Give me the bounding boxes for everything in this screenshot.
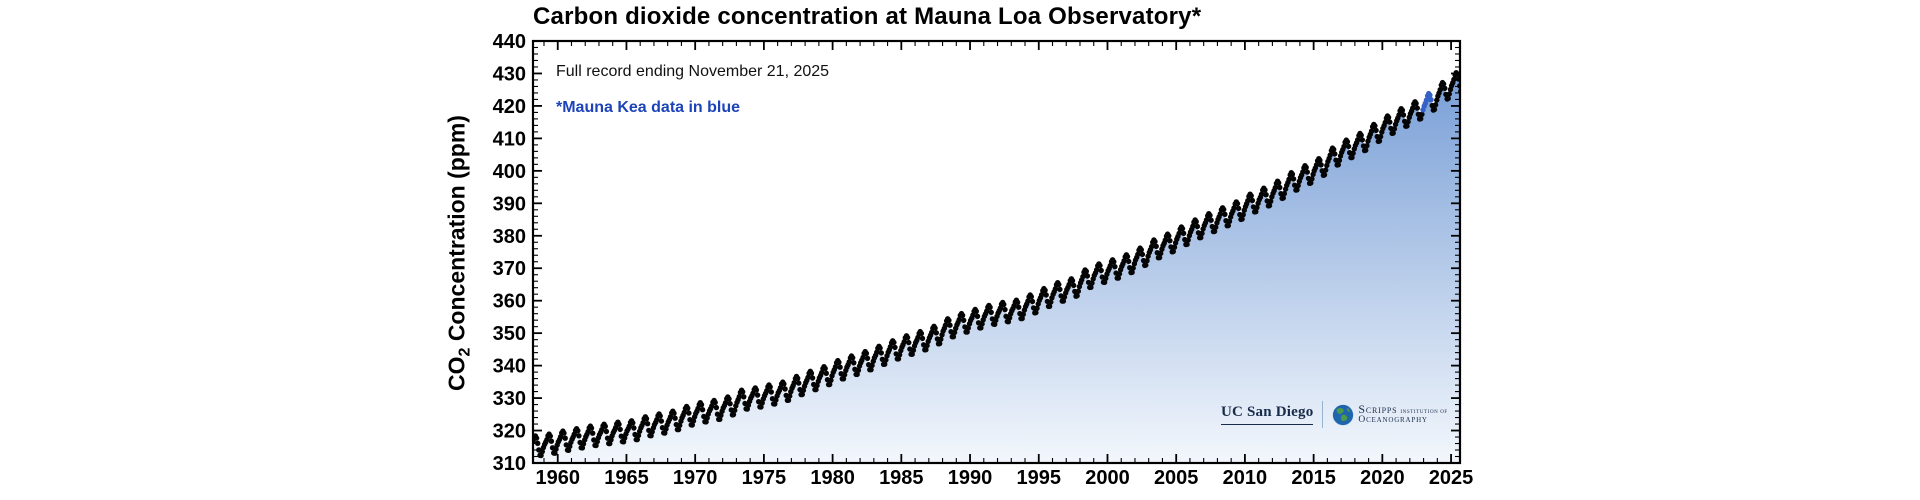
axis-tick-labels: 1960 1965 1970 1975 1980 1985 1990 1995 2000 2005… bbox=[493, 31, 1474, 489]
ucsd-wordmark: UC San Diego bbox=[1221, 404, 1314, 425]
x-tick-label: 1990 bbox=[948, 467, 993, 489]
y-tick-label: 330 bbox=[493, 388, 526, 410]
x-tick-label: 1965 bbox=[604, 467, 649, 489]
x-tick-label: 2000 bbox=[1085, 467, 1130, 489]
y-tick-label: 360 bbox=[493, 291, 526, 313]
globe-icon bbox=[1332, 403, 1355, 426]
x-tick-label: 2005 bbox=[1154, 467, 1199, 489]
y-tick-label: 380 bbox=[493, 226, 526, 248]
y-tick-label: 370 bbox=[493, 258, 526, 280]
x-tick-label: 1980 bbox=[810, 467, 855, 489]
x-tick-label: 2025 bbox=[1429, 467, 1474, 489]
y-tick-label: 390 bbox=[493, 193, 526, 215]
mauna-kea-note: *Mauna Kea data in blue bbox=[556, 99, 741, 116]
co2-area-fill bbox=[533, 72, 1460, 463]
axes-frame-and-ticks bbox=[531, 39, 1462, 465]
x-tick-label: 2010 bbox=[1223, 467, 1268, 489]
y-tick-label: 420 bbox=[493, 96, 526, 118]
x-tick-label: 2015 bbox=[1291, 467, 1336, 489]
ucsd-scripps-logo: UC San Diego Scripps INSTITUTION OF Ocea… bbox=[1221, 401, 1448, 428]
y-tick-label: 430 bbox=[493, 63, 526, 85]
chart-title: Carbon dioxide concentration at Mauna Lo… bbox=[533, 3, 1202, 30]
y-tick-label: 440 bbox=[493, 31, 526, 53]
y-tick-label: 350 bbox=[493, 323, 526, 345]
y-axis-label: CO2 Concentration (ppm) bbox=[443, 115, 474, 391]
scripps-oceanography: Oceanography bbox=[1358, 414, 1428, 425]
y-tick-label: 340 bbox=[493, 356, 526, 378]
record-ending-note: Full record ending November 21, 2025 bbox=[556, 63, 830, 80]
x-tick-label: 1975 bbox=[742, 467, 787, 489]
x-tick-label: 1960 bbox=[535, 467, 580, 489]
y-tick-label: 310 bbox=[493, 453, 526, 475]
x-tick-label: 1995 bbox=[1017, 467, 1062, 489]
scripps-name: Scripps bbox=[1358, 402, 1398, 417]
x-tick-label: 2020 bbox=[1360, 467, 1405, 489]
x-tick-label: 1970 bbox=[673, 467, 718, 489]
logo-divider bbox=[1322, 401, 1324, 428]
scripps-institution-of: INSTITUTION OF bbox=[1400, 410, 1448, 416]
y-tick-label: 320 bbox=[493, 421, 526, 443]
x-tick-label: 1985 bbox=[879, 467, 924, 489]
y-tick-label: 410 bbox=[493, 128, 526, 150]
y-tick-label: 400 bbox=[493, 161, 526, 183]
